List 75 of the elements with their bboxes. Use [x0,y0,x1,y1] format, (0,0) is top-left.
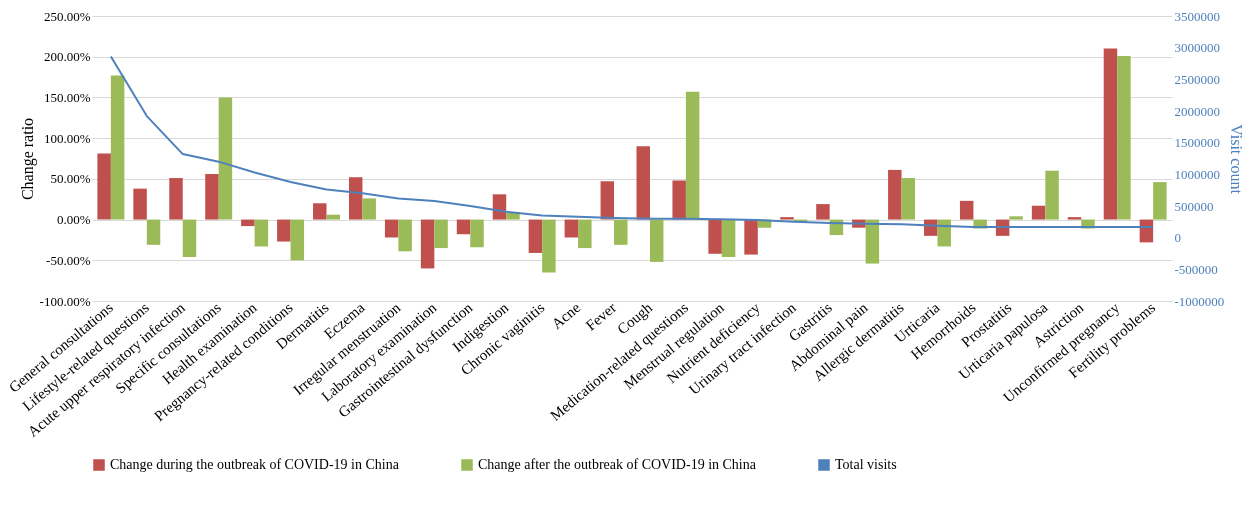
y2-tick-label: 0 [1174,230,1181,246]
bar [384,219,399,238]
bar [578,219,592,249]
x-tick-label: Acne [548,299,584,332]
line-series [109,55,1155,228]
bar [937,219,951,247]
bar [182,219,197,258]
bar [780,217,794,220]
bar [1103,48,1118,220]
y-tick-label: 100.00% [43,130,91,146]
bar [133,188,147,220]
bar [110,75,125,220]
bar [708,219,722,254]
y2-tick-label: 3500000 [1174,8,1220,24]
bar [205,173,219,220]
y-tick-label: -50.00% [46,252,91,268]
y-tick-label: 250.00% [43,8,91,24]
bar [1031,205,1046,220]
bar [169,178,183,220]
bar [564,219,579,238]
y-tick-label: 150.00% [43,89,91,105]
bar [434,219,448,249]
bar [97,153,111,220]
bar [348,177,363,220]
bar [685,91,700,220]
bar [959,200,974,220]
y-tick-label: 200.00% [43,49,91,65]
legend-label: Change after the outbreak of COVID-19 in China [478,457,757,472]
bar [313,203,327,220]
bar [1067,217,1082,220]
y-tick-label: -100.00% [39,293,91,309]
y2-tick-label: 2000000 [1174,103,1220,119]
bar [420,219,435,269]
bar [649,219,664,262]
bar [528,219,543,253]
y-tick-label: 50.00% [50,171,91,187]
bar [456,219,471,235]
legend-label: Total visits [835,457,897,472]
bar [542,219,556,273]
bar [1117,55,1131,220]
bar [326,214,340,220]
y2-axis-title: Visit count [1228,124,1246,195]
y2-tick-label: 1500000 [1174,135,1220,151]
y2-tick-label: -1000000 [1174,293,1225,309]
bar [888,169,902,220]
bar [901,178,916,220]
y-axis-title: Change ratio [18,117,37,201]
bar [1009,216,1023,220]
bar [146,219,161,245]
bar [816,204,830,220]
bar [362,198,376,220]
bar [744,219,758,255]
bar [636,146,650,220]
y2-tick-label: 2500000 [1174,71,1220,87]
bar [672,180,686,220]
y2-tick-label: 3000000 [1174,40,1220,56]
bar [492,194,507,220]
y-tick-label: 0.00% [56,212,91,228]
bar [600,181,615,220]
bar [277,219,291,242]
bar [865,219,880,264]
legend-label: Change during the outbreak of COVID-19 in China [110,457,400,472]
bar [254,219,269,247]
y2-tick-label: -500000 [1174,261,1218,277]
bar [614,219,628,245]
bar [290,219,305,261]
bar [218,97,233,220]
bar [1045,170,1059,220]
bar [721,219,736,258]
bar [241,219,255,227]
y2-tick-label: 500000 [1174,198,1214,214]
y2-tick-label: 1000000 [1174,166,1220,182]
bar [1153,182,1167,220]
bar [398,219,412,252]
bar [470,219,484,248]
